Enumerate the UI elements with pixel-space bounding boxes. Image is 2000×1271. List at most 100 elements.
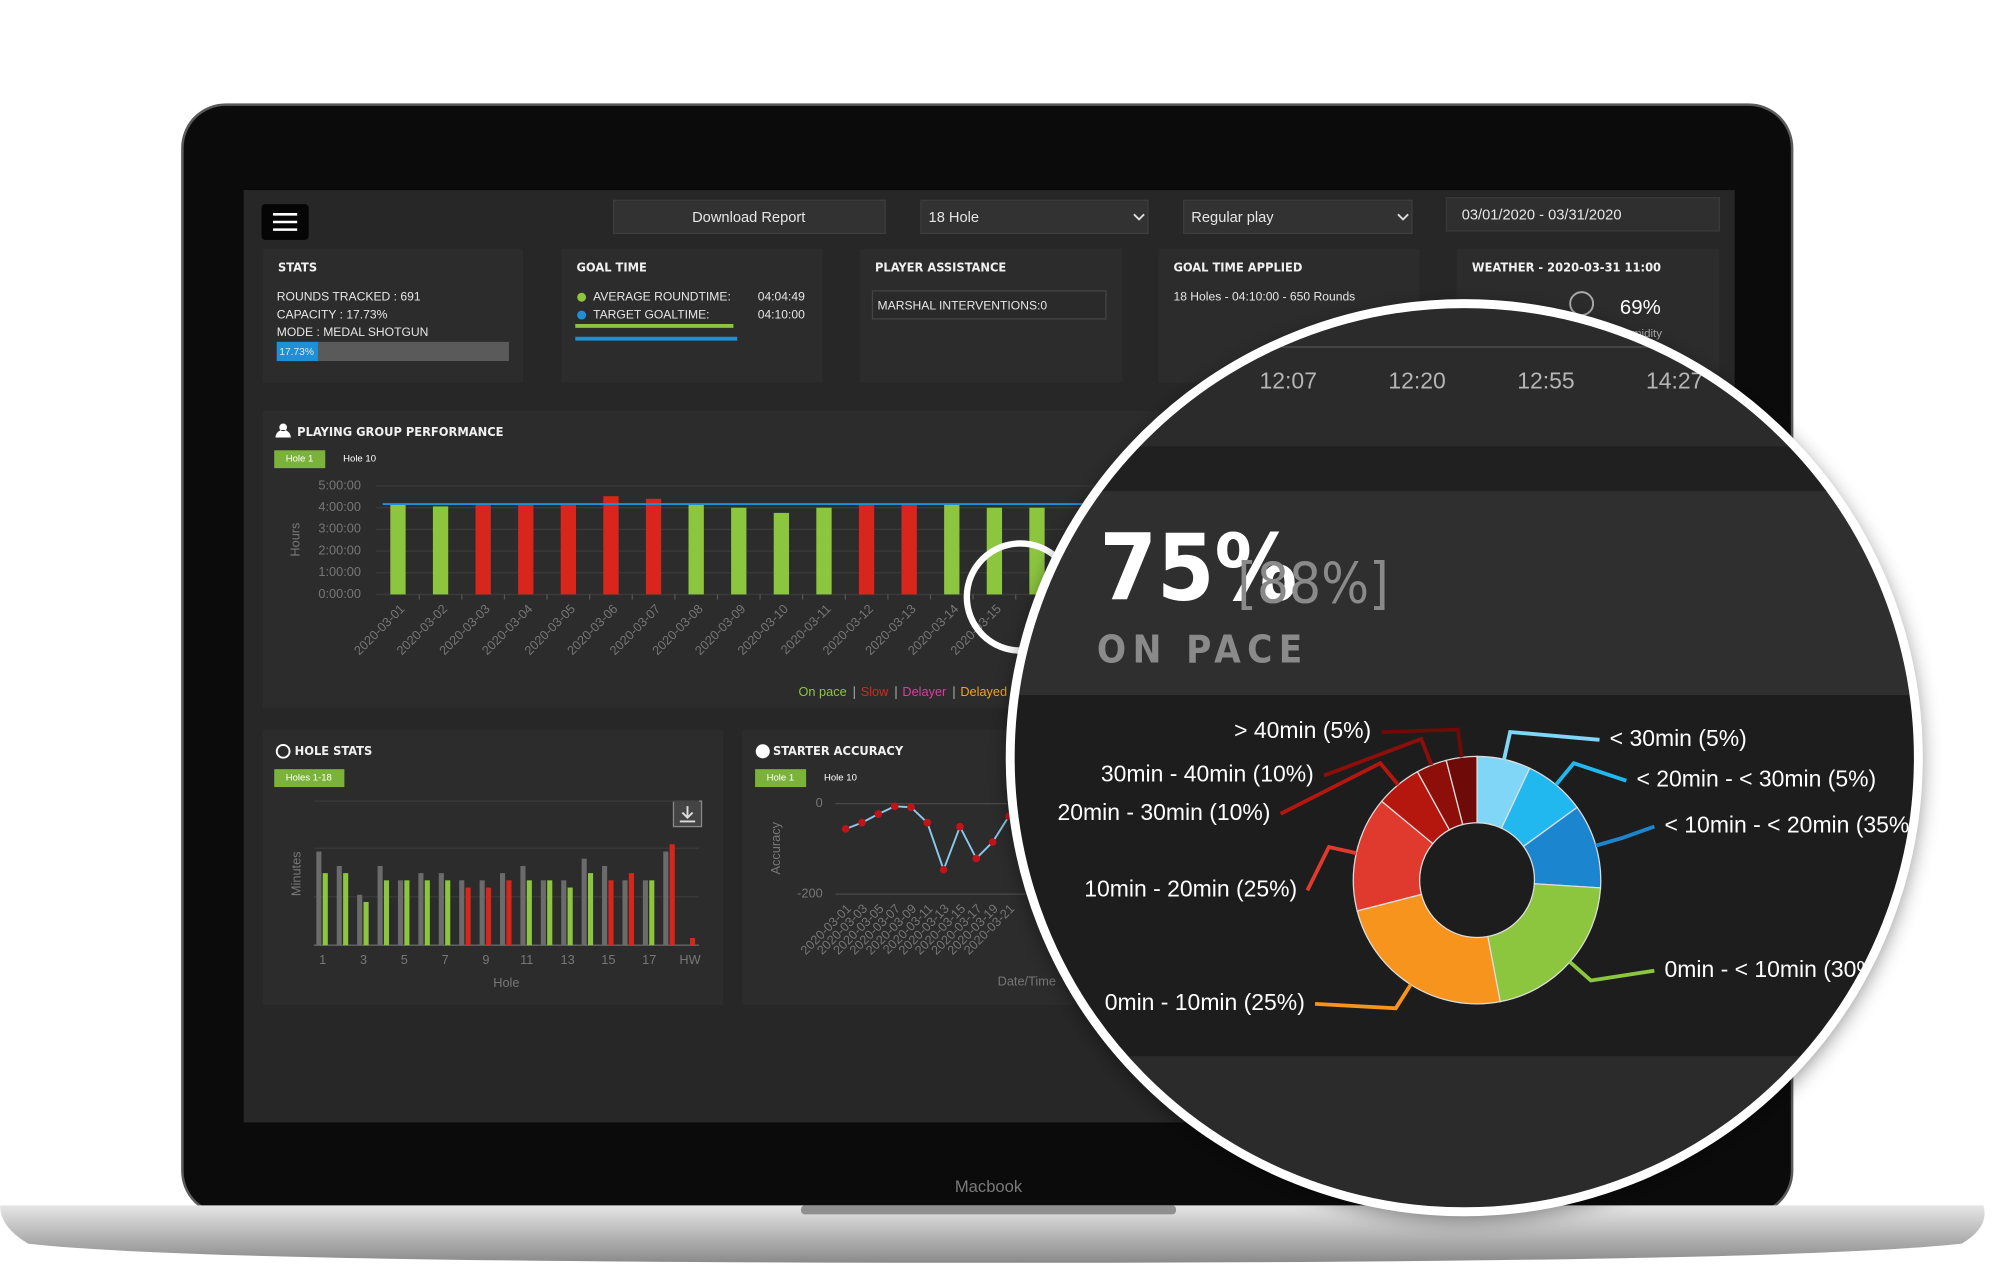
panel-title: PLAYER ASSISTANCE xyxy=(875,260,1006,275)
slice-label: < 30min (5%) xyxy=(1610,725,1747,751)
progress-track xyxy=(276,341,509,362)
bar xyxy=(363,901,369,946)
bar xyxy=(357,894,363,946)
magnifier-ring xyxy=(1005,299,1923,1217)
leader-line xyxy=(1502,729,1600,760)
bar xyxy=(445,880,451,946)
legend-entry: On pace xyxy=(798,684,846,699)
bar xyxy=(608,880,614,946)
bar xyxy=(642,880,648,946)
bar xyxy=(663,851,669,946)
slice-label: < 10min - < 20min (35% xyxy=(1665,812,1910,838)
on-pace-label: ON PACE xyxy=(1097,627,1309,672)
y-tick-label: 3:00:00 xyxy=(318,521,361,536)
bar xyxy=(500,873,506,946)
point xyxy=(923,818,932,827)
y-tick-label: 4:00:00 xyxy=(318,499,361,514)
bar xyxy=(622,880,628,946)
slice-label: 30min - 40min (10%) xyxy=(1101,761,1314,787)
bar xyxy=(690,937,696,946)
progress-label: 17.73% xyxy=(279,347,314,358)
bar xyxy=(944,503,960,595)
goal-label: AVERAGE ROUNDTIME: xyxy=(593,289,731,303)
point xyxy=(907,803,915,812)
laptop-notch xyxy=(801,1205,1177,1215)
leader-line xyxy=(1305,844,1357,892)
y-tick-label: 5:00:00 xyxy=(318,477,361,492)
bar xyxy=(816,507,832,595)
date-range-value: 03/01/2020 - 03/31/2020 xyxy=(1462,207,1622,223)
bar xyxy=(901,503,917,595)
info-box xyxy=(871,290,1107,320)
panel-text: MARSHAL INTERVENTIONS:0 xyxy=(878,298,1048,312)
legend-entry: Delayer xyxy=(902,684,947,699)
slice xyxy=(1487,883,1602,1003)
bar xyxy=(383,880,390,946)
play-value: Regular play xyxy=(1191,210,1274,226)
point xyxy=(972,854,981,863)
tab[interactable] xyxy=(274,450,326,469)
bar xyxy=(581,858,587,946)
laptop-base xyxy=(0,1205,1985,1263)
legend-entry: Slow xyxy=(861,684,889,699)
bar xyxy=(397,880,404,946)
download-button[interactable] xyxy=(612,199,886,235)
bar xyxy=(1029,507,1045,595)
legend-entry: Delayed xyxy=(960,684,1007,699)
y-tick-label: 0 xyxy=(816,795,823,810)
point xyxy=(841,825,850,833)
slice xyxy=(1356,893,1501,1005)
holes-select[interactable] xyxy=(920,199,1149,235)
axis-label: Minutes xyxy=(289,851,304,896)
x-tick-label: 17 xyxy=(642,952,656,967)
axis-label: Hole xyxy=(493,975,519,990)
bar xyxy=(465,887,471,946)
tab[interactable] xyxy=(274,769,345,788)
slice-label: 20min - 30min (10%) xyxy=(1058,799,1271,825)
x-tick-label: 7 xyxy=(442,952,449,967)
gap xyxy=(1010,446,1919,492)
x-tick-label: 1 xyxy=(319,952,326,967)
tab-label: Hole 1 xyxy=(767,773,795,784)
forecast-time: 14:27 xyxy=(1646,368,1703,394)
bar xyxy=(485,887,492,946)
forecast-time: 12:20 xyxy=(1388,368,1445,394)
bar xyxy=(560,503,577,595)
tab[interactable] xyxy=(755,769,807,788)
download-label: Download Report xyxy=(692,210,805,226)
laptop-label: Macbook xyxy=(955,1177,1023,1196)
panel-title: GOAL TIME APPLIED xyxy=(1173,260,1302,275)
date-range[interactable] xyxy=(1445,197,1721,232)
goal-bar xyxy=(575,324,734,328)
pace-panel xyxy=(1010,491,1919,696)
stat-line: ROUNDS TRACKED : 691 xyxy=(277,289,421,303)
bar xyxy=(602,865,608,946)
chart-title: PLAYING GROUP PERFORMANCE xyxy=(297,425,503,440)
y-tick-label: 0:00:00 xyxy=(318,586,361,601)
x-tick-label: 11 xyxy=(520,952,533,967)
x-tick-label: 5 xyxy=(401,952,408,967)
slice-label: 10min - 20min (25%) xyxy=(1084,875,1297,901)
goal-value: 04:10:00 xyxy=(758,307,805,321)
panel-title: GOAL TIME xyxy=(577,260,647,275)
title-icon xyxy=(755,744,770,759)
slice xyxy=(1445,755,1478,826)
leader-line xyxy=(1323,736,1434,778)
leader-line xyxy=(1314,983,1413,1011)
y-tick-label: 1:00:00 xyxy=(318,564,361,579)
x-tick-label: 3 xyxy=(360,952,367,967)
chart-title: HOLE STATS xyxy=(295,744,373,759)
bar xyxy=(506,880,512,946)
point xyxy=(890,802,899,811)
leader-line xyxy=(1595,824,1655,848)
panel xyxy=(561,248,823,383)
leader-line xyxy=(1381,727,1464,758)
play-select[interactable] xyxy=(1183,199,1413,235)
leader-line xyxy=(1568,960,1655,983)
leader-line xyxy=(1279,760,1400,816)
legend-dot xyxy=(577,292,587,302)
x-tick-label: 15 xyxy=(601,952,615,967)
goal-label: TARGET GOALTIME: xyxy=(593,307,709,321)
